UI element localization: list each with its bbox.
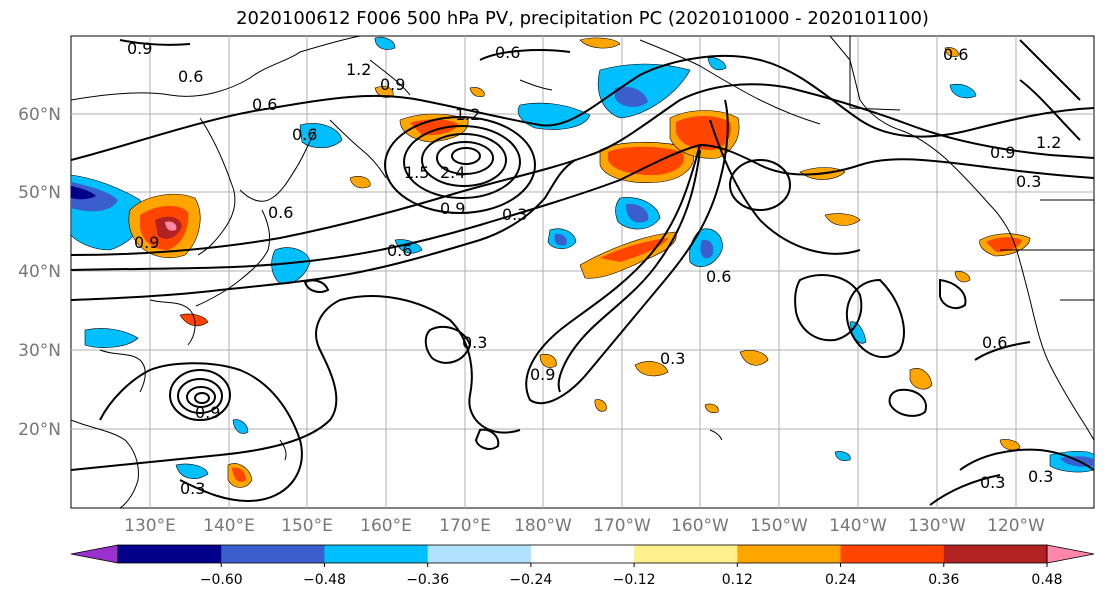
contour-label: 0.3 [660,349,685,368]
map-title: 2020100612 F006 500 hPa PV, precipitatio… [236,8,929,29]
colorbar-tick-label: −0.36 [406,572,449,588]
contour-label: 0.9 [990,143,1015,162]
lat-label: 40°N [18,262,61,282]
pv-contours [71,39,1094,506]
colorbar-tick-label: −0.24 [509,572,552,588]
longitude-labels: 130°E 140°E 150°E 160°E 170°E 180°W 170°… [124,516,1045,536]
contour-label: 0.6 [268,203,293,222]
colorbar-outline [117,544,1048,564]
lon-label: 160°W [671,516,729,536]
contour-label: 0.9 [127,39,152,58]
lon-label: 130°W [908,516,966,536]
lat-label: 60°N [18,105,61,125]
contour-labels: 0.9 0.6 1.2 0.9 0.6 0.6 1.2 1.5 2.4 0.9 … [127,39,1061,498]
colorbar: −0.60 −0.48 −0.36 −0.24 −0.12 0.12 0.24 0.36 0.4… [70,544,1095,588]
colorbar-extend-min [70,544,119,564]
contour-label: 0.9 [530,365,555,384]
contour-label: 0.9 [440,199,465,218]
colorbar-tick-label: 0.12 [722,572,753,588]
colorbar-tick-label: −0.48 [303,572,346,588]
contour-label: 1.2 [455,105,480,124]
colorbar-extend-max [1046,544,1095,564]
contour-label: 1.2 [1036,133,1061,152]
colorbar-segment [530,545,635,563]
contour-label: 2.4 [440,163,465,182]
colorbar-segment [324,545,429,563]
contour-label: 0.6 [387,241,412,260]
colorbar-tick-label: 0.36 [928,572,959,588]
contour-label: 0.6 [252,95,277,114]
lon-label: 140°E [203,516,255,536]
contour-label: 0.9 [380,75,405,94]
latitude-labels: 60°N 50°N 40°N 30°N 20°N [18,105,61,440]
colorbar-segment [427,545,532,563]
lon-label: 150°E [281,516,333,536]
colorbar-segment [634,545,738,563]
contour-label: 0.3 [1028,467,1053,486]
colorbar-segment [221,545,325,563]
lat-label: 20°N [18,420,61,440]
colorbar-segment [840,545,945,563]
contour-label: 0.3 [980,473,1005,492]
contour-label: 0.9 [134,233,159,252]
contour-label: 0.6 [178,67,203,86]
lon-label: 140°W [829,516,887,536]
colorbar-tick-label: 0.48 [1031,572,1062,588]
contour-label: 0.6 [982,333,1007,352]
contour-label: 0.6 [292,125,317,144]
lat-label: 50°N [18,183,61,203]
coastlines [71,36,1094,508]
colorbar-segment [943,545,1048,563]
lon-label: 130°E [124,516,176,536]
colorbar-tick-label: −0.60 [200,572,243,588]
contour-label: 0.6 [706,267,731,286]
lon-label: 120°W [987,516,1045,536]
contour-label: 0.3 [502,205,527,224]
lon-label: 180°W [514,516,572,536]
lon-label: 170°E [439,516,491,536]
contour-label: 0.6 [943,45,968,64]
lon-label: 160°E [360,516,412,536]
contour-label: 0.6 [495,43,520,62]
colorbar-tick-label: −0.12 [613,572,656,588]
lon-label: 170°W [593,516,651,536]
colorbar-tick-label: 0.24 [825,572,856,588]
contour-label: 1.5 [404,163,429,182]
lon-label: 150°W [750,516,808,536]
contour-label: 1.2 [346,60,371,79]
contour-label: 0.3 [1016,172,1041,191]
contour-label: 0.3 [462,333,487,352]
precipitation-shading [71,37,1094,488]
colorbar-segment [737,545,842,563]
colorbar-segment [118,545,222,563]
contour-label: 0.3 [180,479,205,498]
lat-label: 30°N [18,341,61,361]
contour-label: 0.9 [195,403,220,422]
